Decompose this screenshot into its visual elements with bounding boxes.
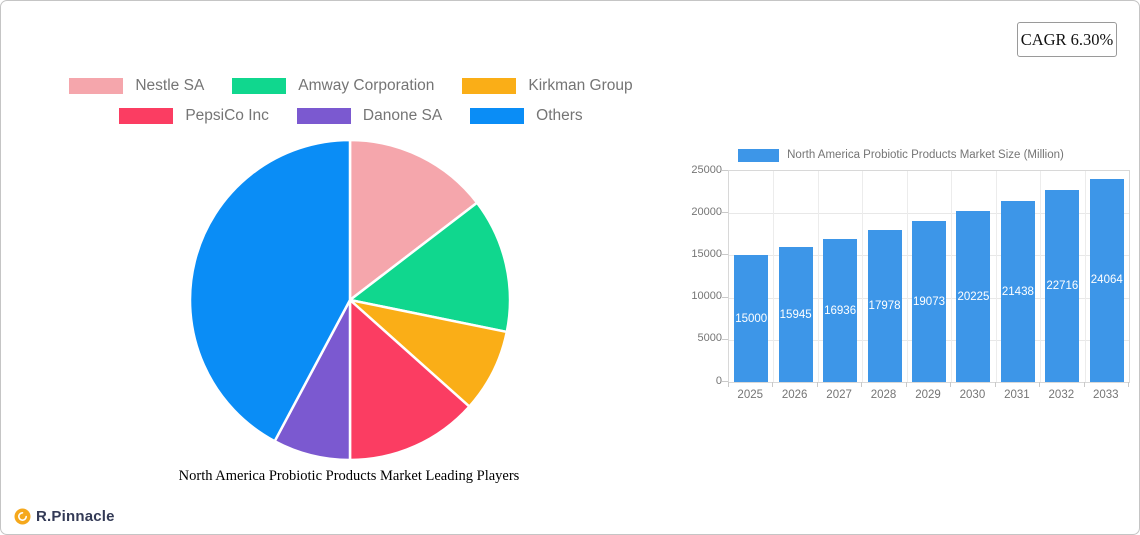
gridline-v — [906, 171, 908, 382]
legend-label: Others — [536, 107, 583, 124]
bar-legend-label: North America Probiotic Products Market … — [787, 149, 1064, 161]
bar-plot-area: 15000 15945 16936 17978 19073 20225 21438 22716… — [728, 170, 1130, 383]
legend-item-kirkman-group: Kirkman Group — [462, 77, 633, 95]
x-axis-tick — [861, 382, 863, 387]
pie-chart-title: North America Probiotic Products Market … — [178, 468, 520, 484]
pie-slice-amway-corporation — [348, 201, 512, 334]
legend-swatch — [69, 78, 124, 94]
legend-item-amway-corporation: Amway Corporation — [232, 77, 434, 95]
bar-2031: 21438 — [1000, 201, 1035, 382]
x-axis-tick-label: 2025 — [737, 389, 764, 401]
gridline-h — [729, 213, 1129, 215]
x-axis-tick — [816, 382, 818, 387]
y-axis-tick — [722, 381, 728, 382]
pie-slice-others — [188, 138, 352, 443]
bar-value-label: 16936 — [824, 304, 857, 317]
bar-value-label: 15945 — [779, 308, 812, 321]
y-axis-tick-label: 25000 — [691, 163, 722, 176]
gridline-v — [1084, 171, 1086, 382]
y-axis-tick — [722, 296, 728, 298]
gridline-v — [1040, 171, 1042, 382]
legend-label: PepsiCo Inc — [185, 107, 269, 124]
legend-item-others: Others — [470, 107, 583, 125]
legend-label: Nestle SA — [135, 77, 205, 94]
gridline-v — [817, 171, 819, 382]
legend-swatch — [232, 78, 287, 94]
bar-value-label: 24064 — [1090, 274, 1123, 287]
gridline-v — [773, 171, 775, 382]
pie-legend-row: PepsiCo Inc Danone SA Others — [119, 107, 583, 125]
bar-2028: 17978 — [867, 230, 902, 382]
gridline-v — [951, 171, 953, 382]
bar-value-label: 20225 — [957, 290, 990, 303]
bar-2025: 15000 — [734, 255, 769, 382]
bar-value-label: 22716 — [1046, 280, 1079, 293]
y-axis-tick — [722, 338, 728, 340]
x-axis-tick-label: 2028 — [870, 389, 897, 401]
pie-legend: Nestle SA Amway Corporation Kirkman Group P… — [21, 77, 681, 125]
bar-legend-swatch — [738, 148, 780, 162]
cagr-label: CAGR 6.30% — [1020, 29, 1114, 49]
x-axis-tick — [1039, 382, 1041, 387]
x-axis-tick-label: 2027 — [826, 389, 852, 401]
bar-2030: 20225 — [956, 211, 991, 382]
y-axis-tick — [722, 170, 728, 171]
bar-2029: 19073 — [912, 221, 946, 382]
bar-legend: North America Probiotic Products Market … — [701, 147, 1101, 163]
y-axis-tick — [722, 212, 728, 214]
x-axis-tick — [994, 382, 996, 387]
x-axis-tick — [950, 382, 952, 387]
gridline-v — [995, 171, 997, 382]
bar-value-label: 19073 — [913, 295, 945, 308]
pie-chart — [188, 138, 512, 462]
x-axis-tick — [728, 382, 729, 387]
legend-item-nestle-sa: Nestle SA — [69, 77, 204, 95]
pie-slice-kirkman-group — [348, 298, 509, 408]
y-axis-tick — [722, 254, 728, 256]
bar-2032: 22716 — [1045, 190, 1080, 382]
y-axis-tick-label: 10000 — [691, 290, 722, 303]
bar-2027: 16936 — [823, 239, 858, 382]
legend-swatch — [119, 108, 174, 124]
legend-swatch — [462, 78, 517, 94]
y-axis-tick-label: 15000 — [691, 247, 722, 260]
legend-swatch — [470, 108, 525, 124]
x-axis-tick — [905, 382, 907, 387]
x-axis-tick-label: 2033 — [1092, 389, 1119, 401]
pinnacle-logo-icon — [14, 508, 31, 525]
pie-legend-row: Nestle SA Amway Corporation Kirkman Group — [69, 77, 633, 95]
bar-2026: 15945 — [778, 247, 813, 382]
pie-slice-nestle-sa — [348, 138, 479, 302]
bar-value-label: 15000 — [735, 312, 768, 325]
x-axis-tick — [1083, 382, 1085, 387]
x-axis-tick-label: 2030 — [959, 389, 986, 401]
bar-value-label: 17978 — [868, 300, 901, 313]
y-axis-tick-label: 0 — [715, 374, 722, 387]
legend-item-danone-sa: Danone SA — [296, 107, 443, 125]
x-axis-tick — [772, 382, 774, 387]
legend-item-pepsico-inc: PepsiCo Inc — [119, 107, 269, 125]
legend-swatch — [296, 108, 351, 124]
legend-label: Danone SA — [362, 107, 443, 124]
x-axis-tick-label: 2032 — [1048, 389, 1075, 401]
y-axis-tick-label: 20000 — [691, 205, 722, 218]
brand-name: R.Pinnacle — [36, 508, 115, 525]
y-axis-tick-label: 5000 — [697, 332, 722, 345]
legend-label: Amway Corporation — [298, 77, 435, 94]
legend-label: Kirkman Group — [528, 77, 633, 94]
x-axis-tick-label: 2031 — [1004, 389, 1030, 401]
bar-value-label: 21438 — [1001, 285, 1034, 298]
bar-2033: 24064 — [1089, 178, 1124, 382]
pie-slice-pepsico-inc — [348, 298, 471, 462]
gridline-v — [862, 171, 864, 382]
x-axis-tick-label: 2029 — [915, 389, 941, 401]
cagr-badge: CAGR 6.30% — [1017, 22, 1117, 57]
x-axis-tick-label: 2026 — [781, 389, 808, 401]
x-axis-tick — [1128, 382, 1129, 387]
brand-logo: R.Pinnacle — [14, 508, 115, 525]
